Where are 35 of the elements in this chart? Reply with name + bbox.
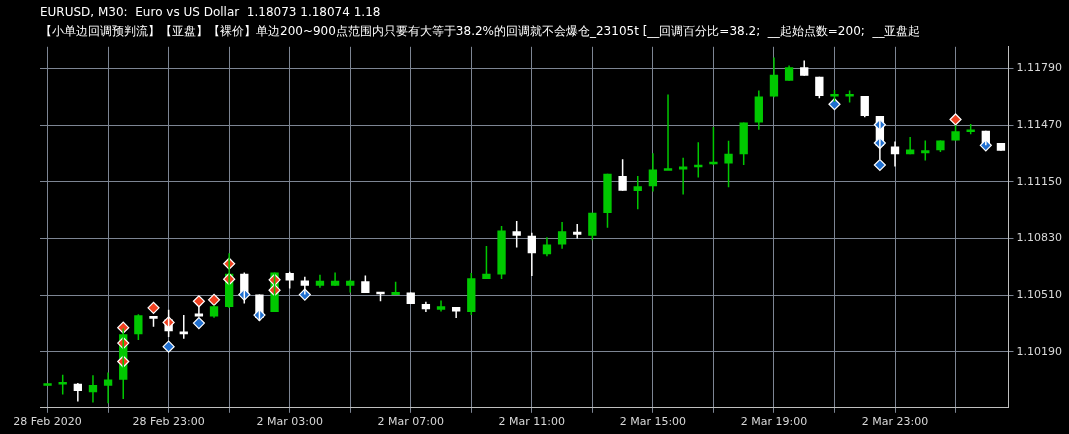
point	[828, 98, 841, 111]
candlestick	[618, 158, 627, 192]
y-tick-label: 1.11790	[1016, 61, 1063, 75]
x-tick-label: 2 Mar 15:00	[619, 415, 687, 429]
x-tick-label: 28 Feb 2020	[13, 415, 82, 429]
x-tick-label: 2 Mar 23:00	[861, 415, 929, 429]
chart-subtitle: 【小单边回调预判流】【亚盘】【裸价】单边200~900点范围内只要有大等于38.2%的回调就不会爆仓_23105t [__回调百分比=38.2; __起始点数=200; __亚盘起	[40, 23, 921, 38]
point	[873, 158, 886, 172]
y-tick-label: 1.10190	[1016, 344, 1063, 358]
chart-title: EURUSD, M30: Euro vs US Dollar 1.18073 1.18074 1.18	[40, 5, 381, 20]
candlestick	[58, 374, 67, 396]
point	[192, 316, 205, 330]
x-tick-label: 2 Mar 11:00	[498, 415, 566, 429]
point	[207, 293, 221, 306]
candlestick	[603, 173, 612, 229]
candlestick	[134, 313, 143, 341]
point	[949, 113, 962, 126]
candlestick	[497, 225, 506, 280]
y-tick-label: 1.11470	[1016, 117, 1063, 131]
y-tick-label: 1.10830	[1016, 231, 1063, 245]
x-tick-label: 2 Mar 07:00	[377, 415, 444, 429]
y-tick-label: 1.11150	[1016, 174, 1063, 188]
y-tick-label: 1.10510	[1016, 288, 1063, 302]
point	[162, 340, 175, 353]
candlestick	[663, 93, 673, 171]
candlestick	[724, 139, 733, 188]
candlestick	[482, 245, 491, 280]
x-tick-label: 2 Mar 03:00	[256, 415, 323, 429]
x-tick-label: 28 Feb 23:00	[132, 415, 205, 429]
candlestick	[512, 220, 521, 249]
candlestick	[815, 76, 824, 99]
point	[192, 295, 205, 308]
x-tick-label: 2 Mar 19:00	[740, 415, 808, 429]
point	[147, 301, 160, 314]
candlestick	[588, 211, 597, 241]
